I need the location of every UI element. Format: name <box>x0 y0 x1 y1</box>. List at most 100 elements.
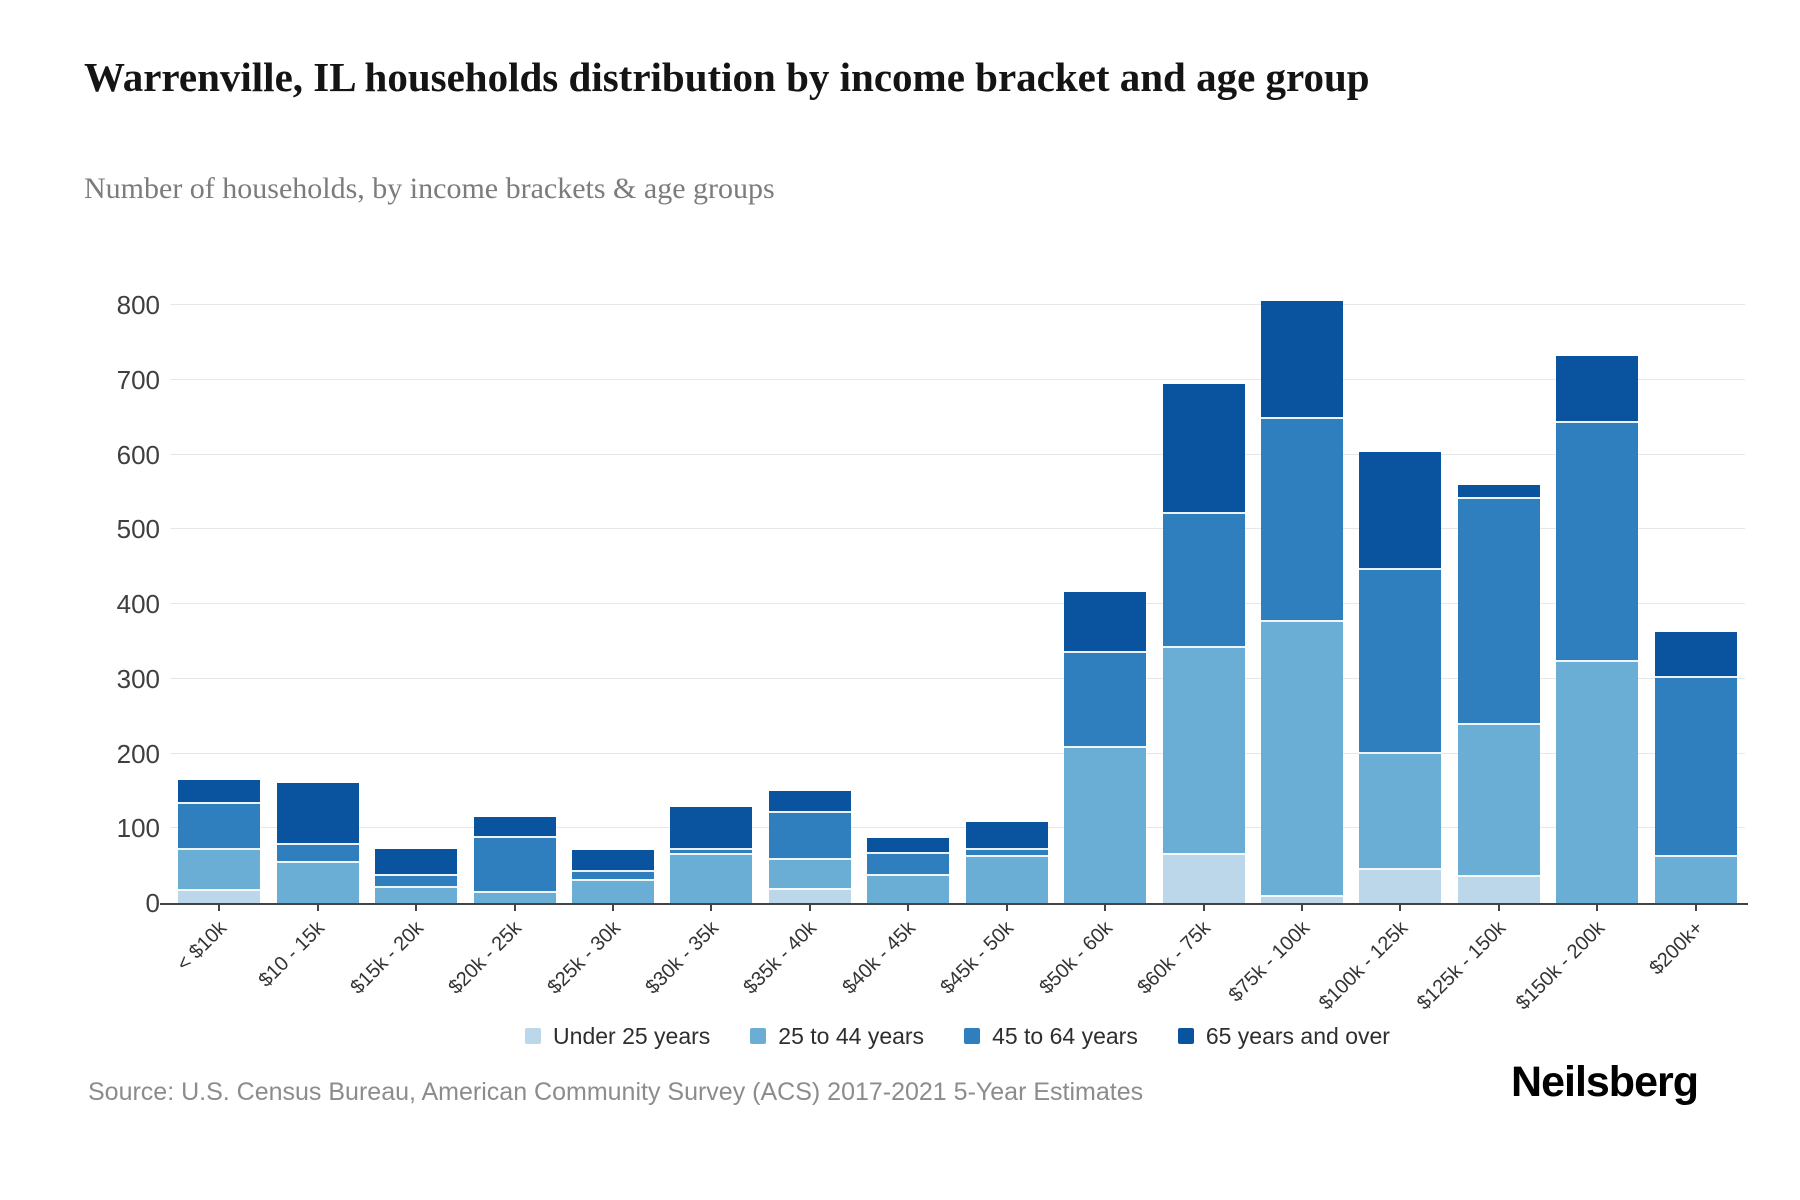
x-tick <box>907 903 910 911</box>
x-tick <box>808 903 811 911</box>
bar-segment <box>1064 748 1147 903</box>
gridline-800 <box>170 304 1745 305</box>
bar-segment <box>1064 592 1147 653</box>
bar-segment <box>178 849 261 892</box>
bar-segment <box>1556 355 1639 424</box>
bar-slot <box>1253 301 1351 903</box>
x-tick <box>1497 903 1500 911</box>
bar-segment <box>768 790 851 814</box>
bar-segment <box>473 817 556 838</box>
bar-segment <box>1556 662 1639 903</box>
legend-item: 25 to 44 years <box>750 1023 924 1050</box>
gridline-600 <box>170 453 1745 455</box>
legend-swatch-icon <box>1177 1028 1194 1044</box>
stacked-bar--15k-20k <box>375 849 458 903</box>
legend-label: 65 years and over <box>1205 1022 1390 1049</box>
x-tick <box>1104 903 1107 911</box>
gridline-700 <box>170 378 1745 380</box>
legend-swatch-icon <box>525 1028 542 1044</box>
x-tick <box>710 903 713 911</box>
x-tick <box>316 903 319 911</box>
stacked-bar--150k-200k <box>1556 355 1639 903</box>
x-tick-label: $15k - 20k <box>346 917 428 999</box>
x-tick-label: $200k+ <box>1644 917 1708 980</box>
y-tick-label-400: 400 <box>116 589 160 619</box>
stacked-bar--20k-25k <box>473 817 556 903</box>
bar-segment <box>670 806 753 850</box>
gridline-500 <box>170 528 1745 530</box>
x-tick-label: $100k - 125k <box>1314 917 1413 1015</box>
bar-segment <box>1654 856 1737 903</box>
x-tick <box>513 903 516 911</box>
stacked-bar--60k-75k <box>1162 383 1245 903</box>
x-tick-label: $40k - 45k <box>838 917 920 999</box>
source-note: Source: U.S. Census Bureau, American Com… <box>88 1078 1144 1106</box>
bar-slot <box>1056 305 1154 903</box>
bar-segment <box>1162 648 1245 856</box>
bar-slot <box>1647 305 1745 903</box>
bar-segment <box>1359 753 1442 871</box>
bar-slot <box>958 305 1056 903</box>
bar-segment <box>867 837 950 854</box>
bar-segment <box>178 891 261 903</box>
x-tick <box>1202 903 1205 911</box>
bar-slot <box>1450 305 1548 903</box>
bar-segment <box>867 853 950 877</box>
bar-segment <box>375 876 458 889</box>
legend-label: Under 25 years <box>553 1022 711 1049</box>
bar-slot <box>268 305 366 903</box>
y-tick-label-300: 300 <box>116 663 160 694</box>
bar-segment <box>1064 652 1147 749</box>
bar-slot <box>1548 305 1646 903</box>
bar-segment <box>670 855 753 903</box>
bar-segment <box>1654 631 1737 679</box>
bar-segment <box>1261 621 1344 898</box>
legend-swatch-icon <box>964 1028 981 1044</box>
stacked-bar--10-15k <box>276 783 359 903</box>
x-tick-label: $125k - 150k <box>1413 917 1511 1015</box>
stacked-bar--30k-35k <box>670 806 753 903</box>
x-tick <box>1596 903 1599 911</box>
stacked-bar--125k-150k <box>1457 485 1540 903</box>
stacked-bar--200k- <box>1654 631 1737 903</box>
legend-item: 45 to 64 years <box>964 1023 1138 1050</box>
bar-segment <box>1457 876 1540 903</box>
y-tick-label-600: 600 <box>116 439 160 470</box>
bar-segment <box>473 893 556 903</box>
gridline-400 <box>170 603 1745 604</box>
bar-segment <box>571 849 654 872</box>
x-tick-label: $20k - 25k <box>444 917 527 999</box>
x-tick-label: $150k - 200k <box>1511 917 1609 1015</box>
bar-segment <box>276 862 359 903</box>
bar-slot <box>761 305 859 903</box>
stacked-bar--75k-100k <box>1261 301 1344 903</box>
brand-logo: Neilsberg <box>1511 1058 1699 1106</box>
legend-item: 65 years and over <box>1177 1022 1390 1050</box>
legend-label: 45 to 64 years <box>992 1022 1138 1049</box>
gridline-100 <box>170 827 1745 829</box>
x-tick <box>1301 903 1304 911</box>
x-tick <box>218 903 221 911</box>
x-tick-label: < $10k <box>172 917 231 976</box>
y-tick-label-200: 200 <box>116 738 160 769</box>
x-tick <box>1694 903 1697 911</box>
bar-segment <box>965 857 1048 903</box>
plot-area: 0 100 200 300 400 500 600 700 800 <box>117 290 1748 918</box>
bar-segment <box>1162 514 1245 649</box>
bar-segment <box>965 849 1048 858</box>
bar-segment <box>1359 451 1442 571</box>
bar-segment <box>965 822 1048 850</box>
bar-slot <box>1351 305 1449 903</box>
y-tick-label-0: 0 <box>145 888 160 918</box>
stacked-bar--45k-50k <box>965 822 1048 903</box>
x-tick-label: $35k - 40k <box>739 917 822 999</box>
bar-segment <box>670 849 753 856</box>
page-subtitle: Number of households, by income brackets… <box>84 172 775 205</box>
x-tick <box>1399 903 1402 911</box>
y-tick-label-800: 800 <box>116 290 160 320</box>
x-axis-line <box>160 903 1748 905</box>
bar-segment <box>768 889 851 903</box>
bar-segment <box>1457 725 1540 877</box>
x-tick <box>1005 903 1008 911</box>
